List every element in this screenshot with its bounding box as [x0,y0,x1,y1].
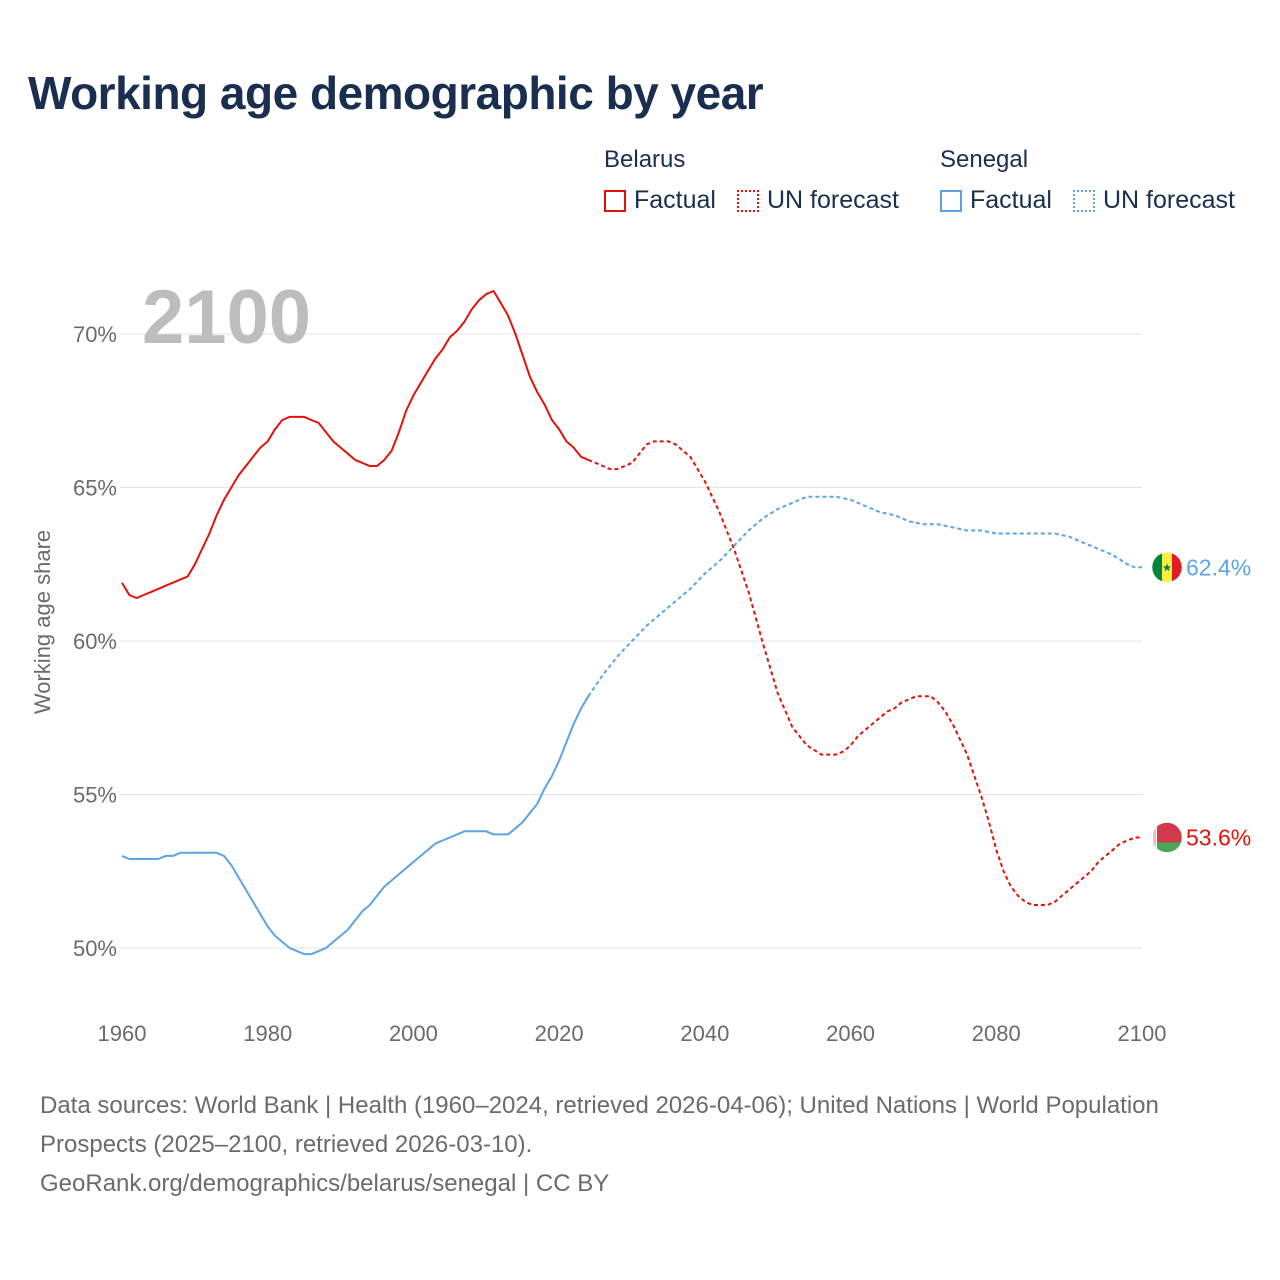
y-tick-label: 65% [73,476,117,501]
y-tick-label: 55% [73,783,117,808]
x-tick-label: 2000 [389,1021,438,1046]
x-tick-label: 2100 [1118,1021,1167,1046]
y-tick-label: 50% [73,936,117,961]
legend-group-senegal: Senegal [940,146,1029,173]
data-sources: Data sources: World Bank | Health (1960–… [40,1092,1159,1158]
x-tick-label: 2020 [535,1021,584,1046]
legend-senegal-factual[interactable]: Factual [940,186,1052,215]
legend-group-belarus: Belarus [604,146,686,173]
footer: Data sources: World Bank | Health (1960–… [40,1086,1240,1203]
belarus-forecast-line[interactable] [587,440,1142,906]
x-tick-label: 1960 [98,1021,147,1046]
y-tick-label: 60% [73,629,117,654]
senegal-end-value-label: 62.4% [1186,554,1251,580]
senegal-flag-icon [1151,552,1183,583]
legend-belarus-forecast[interactable]: UN forecast [737,186,899,215]
legend-label: Factual [970,186,1052,214]
legend-swatch-solid-icon [604,189,626,212]
legend-label: UN forecast [767,186,899,214]
legend-senegal-forecast[interactable]: UN forecast [1073,186,1235,215]
y-axis-label: Working age share [30,530,55,714]
legend-swatch-dotted-icon [737,189,759,212]
x-tick-label: 2040 [680,1021,729,1046]
legend-belarus-factual[interactable]: Factual [604,186,716,215]
year-watermark: 2100 [142,275,311,360]
line-chart: 50% 55% 60% 65% 70% 1960 1980 2000 2020 2040 2060… [30,275,1251,1046]
belarus-factual-line[interactable] [121,290,589,599]
belarus-end-value-label: 53.6% [1186,824,1251,850]
senegal-forecast-line[interactable] [587,495,1142,697]
legend-swatch-solid-icon [940,189,962,212]
legend-label: UN forecast [1103,186,1235,214]
legend-label: Factual [634,186,716,214]
legend-swatch-dotted-icon [1073,189,1095,212]
page-title: Working age demographic by year [28,67,764,119]
x-tick-label: 2080 [972,1021,1021,1046]
y-tick-label: 70% [73,322,117,347]
x-tick-label: 1980 [243,1021,292,1046]
x-tick-label: 2060 [826,1021,875,1046]
senegal-factual-line[interactable] [121,695,590,956]
attribution-link[interactable]: GeoRank.org/demographics/belarus/senegal… [40,1170,610,1197]
belarus-flag-icon [1151,822,1183,853]
